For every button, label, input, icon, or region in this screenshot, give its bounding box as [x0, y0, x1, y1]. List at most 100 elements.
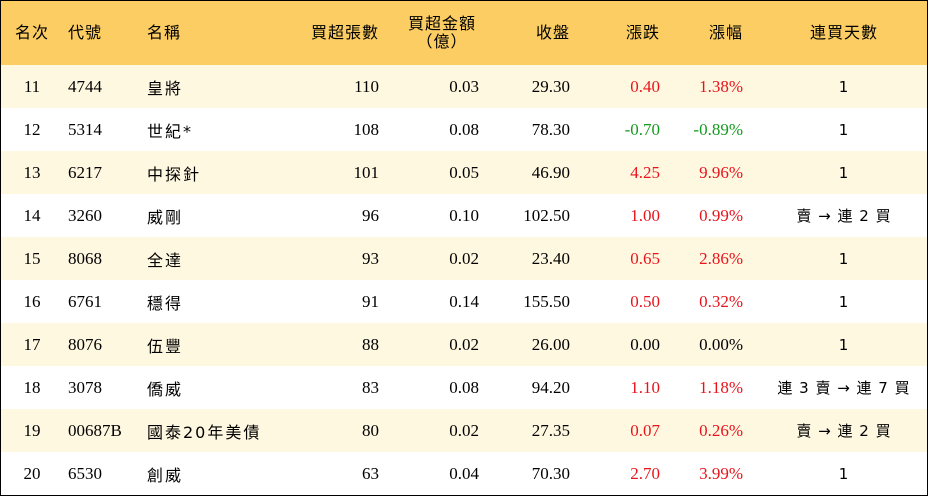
table-row: 18 3078 僑威 83 0.08 94.20 1.10 1.18% 連 3 賣 → 連 7 …	[1, 366, 927, 409]
close-price-cell: 78.30	[531, 119, 570, 139]
name-cell: 穩得	[147, 293, 184, 313]
change-cell: 1.10	[630, 377, 660, 397]
code-cell: 3078	[68, 377, 102, 397]
name-cell: 全達	[147, 250, 184, 270]
close-price-cell: 94.20	[531, 377, 570, 397]
change-pct-cell: 0.26%	[699, 420, 743, 440]
code-cell: 6217	[68, 162, 102, 182]
table-header-row: 名次 代號 名稱 買超張數 買超金額 （億） 收盤 漲跌 漲幅 連買天數	[1, 1, 927, 65]
net-buy-lots-cell: 80	[362, 420, 379, 440]
table-row: 19 00687B 國泰20年美債 80 0.02 27.35 0.07 0.26% 賣 → 連…	[1, 409, 927, 452]
close-price-cell: 23.40	[531, 248, 570, 268]
net-buy-amount-cell: 0.08	[449, 119, 479, 139]
change-pct-cell: -0.89%	[693, 119, 743, 139]
code-cell: 4744	[68, 76, 102, 96]
close-price-cell: 46.90	[531, 162, 570, 182]
header-code: 代號	[68, 23, 103, 42]
code-cell: 5314	[68, 119, 102, 139]
header-net-buy-amount: 買超金額 （億）	[389, 1, 489, 65]
net-buy-amount-cell: 0.02	[449, 248, 479, 268]
name-cell: 伍豐	[147, 336, 184, 356]
net-buy-amount-cell: 0.14	[449, 291, 479, 311]
change-pct-cell: 0.00%	[699, 334, 743, 354]
close-price-cell: 26.00	[531, 334, 570, 354]
rank-cell: 16	[23, 291, 41, 311]
header-streak: 連買天數	[809, 23, 878, 42]
name-cell: 國泰20年美債	[147, 422, 262, 442]
table-row: 15 8068 全達 93 0.02 23.40 0.65 2.86% 1	[1, 237, 927, 280]
header-change: 漲跌	[625, 23, 660, 42]
rank-cell: 12	[23, 119, 41, 139]
net-buy-lots-cell: 108	[353, 119, 380, 139]
streak-cell: 1	[838, 249, 850, 268]
close-price-cell: 29.30	[531, 76, 570, 96]
header-change-pct: 漲幅	[708, 23, 743, 42]
header-net-buy-amount-line1: 買超金額	[407, 14, 476, 33]
net-buy-amount-cell: 0.02	[449, 334, 479, 354]
rank-cell: 14	[23, 205, 41, 225]
net-buy-amount-cell: 0.08	[449, 377, 479, 397]
rank-cell: 19	[23, 420, 41, 440]
code-cell: 8076	[68, 334, 102, 354]
rank-cell: 11	[23, 76, 41, 96]
net-buy-amount-cell: 0.04	[449, 463, 479, 483]
close-price-cell: 27.35	[531, 420, 570, 440]
streak-cell: 1	[838, 292, 850, 311]
table-row: 17 8076 伍豐 88 0.02 26.00 0.00 0.00% 1	[1, 323, 927, 366]
close-price-cell: 102.50	[523, 205, 570, 225]
streak-cell: 1	[838, 120, 850, 139]
close-price-cell: 70.30	[531, 463, 570, 483]
rank-cell: 15	[23, 248, 41, 268]
code-cell: 3260	[68, 205, 102, 225]
change-pct-cell: 1.18%	[699, 377, 743, 397]
table-row: 11 4744 皇將 110 0.03 29.30 0.40 1.38% 1	[1, 65, 927, 108]
table-row: 20 6530 創威 63 0.04 70.30 2.70 3.99% 1	[1, 452, 927, 495]
code-cell: 6761	[68, 291, 102, 311]
name-cell: 僑威	[147, 379, 184, 399]
net-buy-amount-cell: 0.10	[449, 205, 479, 225]
streak-cell: 連 3 賣 → 連 7 買	[777, 379, 911, 397]
header-name: 名稱	[147, 23, 182, 42]
change-cell: 0.50	[630, 291, 660, 311]
net-buy-lots-cell: 101	[353, 162, 380, 182]
streak-cell: 1	[838, 335, 850, 354]
net-buy-lots-cell: 93	[362, 248, 379, 268]
header-close: 收盤	[535, 23, 570, 42]
rank-cell: 20	[23, 463, 41, 483]
code-cell: 6530	[68, 463, 102, 483]
net-buy-amount-cell: 0.03	[449, 76, 479, 96]
name-cell: 創威	[147, 465, 184, 485]
net-buy-amount-cell: 0.02	[449, 420, 479, 440]
net-buy-lots-cell: 91	[362, 291, 379, 311]
streak-cell: 賣 → 連 2 買	[796, 207, 892, 225]
name-cell: 中探針	[147, 164, 202, 184]
streak-cell: 1	[838, 464, 850, 483]
change-pct-cell: 0.32%	[699, 291, 743, 311]
change-pct-cell: 1.38%	[699, 76, 743, 96]
change-pct-cell: 2.86%	[699, 248, 743, 268]
rank-cell: 13	[23, 162, 41, 182]
table-row: 14 3260 威剛 96 0.10 102.50 1.00 0.99% 賣 → 連 2 買	[1, 194, 927, 237]
header-net-buy-amount-line2: （億）	[416, 32, 468, 51]
change-cell: 0.65	[630, 248, 660, 268]
name-cell: 皇將	[147, 78, 184, 98]
streak-cell: 1	[838, 77, 850, 96]
net-buy-amount-cell: 0.05	[449, 162, 479, 182]
table-row: 12 5314 世紀* 108 0.08 78.30 -0.70 -0.89% 1	[1, 108, 927, 151]
net-buy-lots-cell: 110	[354, 76, 379, 96]
net-buy-lots-cell: 96	[362, 205, 379, 225]
net-buy-lots-cell: 83	[362, 377, 379, 397]
change-cell: 0.07	[630, 420, 660, 440]
streak-cell: 1	[838, 163, 850, 182]
close-price-cell: 155.50	[523, 291, 570, 311]
header-rank: 名次	[14, 23, 49, 42]
table-row: 16 6761 穩得 91 0.14 155.50 0.50 0.32% 1	[1, 280, 927, 323]
name-cell: 威剛	[147, 207, 184, 227]
streak-cell: 賣 → 連 2 買	[796, 422, 892, 440]
change-pct-cell: 9.96%	[699, 162, 743, 182]
change-cell: 0.40	[630, 76, 660, 96]
table-row: 13 6217 中探針 101 0.05 46.90 4.25 9.96% 1	[1, 151, 927, 194]
code-cell: 8068	[68, 248, 102, 268]
